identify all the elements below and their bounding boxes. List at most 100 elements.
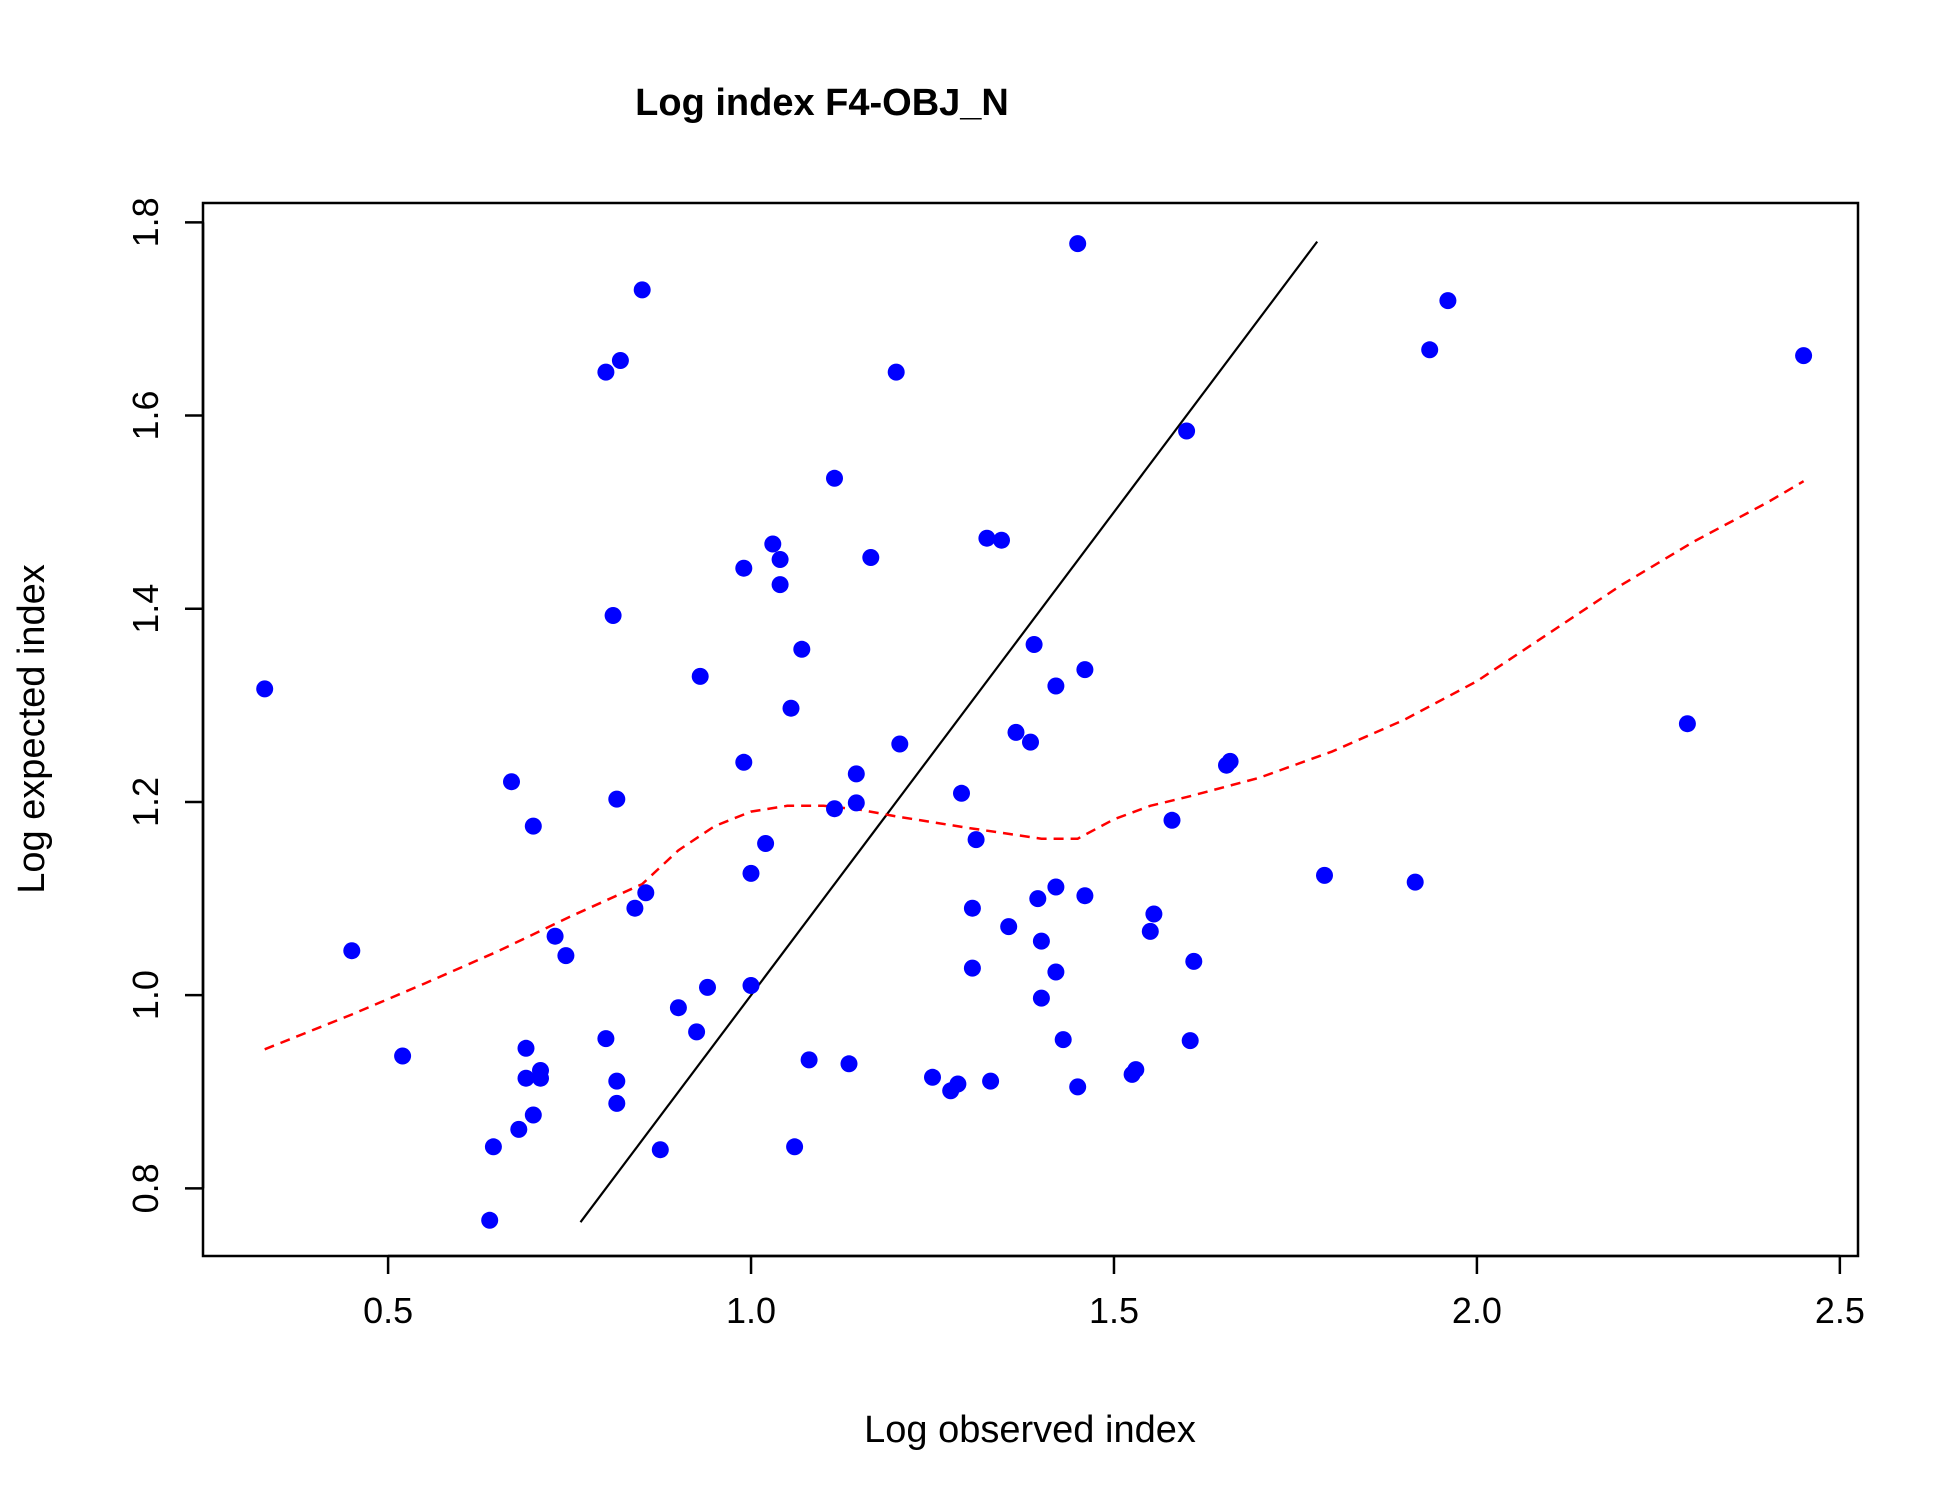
x-axis-label: Log observed index [864, 1409, 1196, 1451]
data-point [924, 1068, 941, 1086]
data-point [764, 535, 782, 553]
data-point [1000, 918, 1018, 936]
data-point [826, 469, 843, 487]
data-point [949, 1075, 967, 1093]
data-point [481, 1211, 499, 1229]
data-point [637, 884, 655, 902]
data-point [651, 1141, 669, 1159]
data-point [503, 773, 520, 791]
data-point [891, 735, 909, 753]
data-point [1076, 887, 1094, 905]
data-point [669, 999, 687, 1017]
data-point [963, 899, 981, 917]
data-point [840, 1055, 858, 1073]
data-point [557, 947, 575, 965]
data-point [1141, 922, 1159, 940]
data-point [1069, 235, 1087, 253]
data-point [688, 1023, 706, 1041]
plot-frame [201, 201, 1860, 1258]
data-point [1406, 873, 1424, 891]
data-point [800, 1051, 818, 1069]
data-point [1047, 963, 1065, 981]
y-tick-label: 0.8 [125, 1163, 166, 1213]
data-point [1421, 341, 1439, 359]
data-point [1163, 811, 1181, 829]
data-point [597, 1030, 615, 1048]
data-point [1439, 292, 1457, 310]
data-point [608, 1094, 626, 1112]
data-point [1181, 1032, 1199, 1050]
data-point [793, 640, 811, 658]
x-axis: 0.5 1.0 1.5 2.0 2.5 [363, 1254, 1865, 1331]
data-point [1007, 723, 1025, 741]
data-point [1047, 878, 1065, 896]
data-point [1032, 932, 1050, 950]
y-axis: 0.8 1.0 1.2 1.4 1.6 1.8 [125, 197, 205, 1213]
data-point [782, 699, 800, 717]
data-point [982, 1072, 1000, 1090]
data-point [735, 559, 753, 577]
plot-lines [264, 240, 1805, 1223]
data-point [626, 899, 644, 917]
chart-title: Log index F4-OBJ_N [635, 82, 1009, 124]
x-tick-label: 2.0 [1452, 1290, 1502, 1331]
data-point [993, 531, 1010, 549]
data-point [1185, 952, 1203, 970]
data-point [1069, 1078, 1087, 1096]
data-point [978, 529, 996, 547]
data-point [608, 790, 626, 808]
data-point [256, 680, 274, 698]
data-point [343, 942, 361, 960]
data-point [847, 765, 865, 783]
y-tick-label: 1.8 [125, 197, 166, 247]
y-tick-label: 1.0 [125, 970, 166, 1020]
data-point [1145, 905, 1163, 923]
smooth-trend-line [264, 480, 1805, 1051]
data-point [517, 1069, 535, 1087]
data-point [597, 363, 615, 381]
data-point [862, 549, 880, 566]
data-points [256, 235, 1813, 1229]
identity-line [579, 240, 1319, 1223]
y-tick-label: 1.4 [125, 584, 166, 634]
data-point [771, 551, 789, 568]
data-point [546, 927, 564, 945]
data-point [633, 281, 651, 299]
data-point [757, 835, 775, 852]
data-point [699, 978, 716, 996]
data-point [611, 352, 629, 369]
x-tick-label: 1.5 [1089, 1290, 1139, 1331]
data-point [510, 1120, 528, 1138]
data-point [967, 831, 985, 849]
data-point [1054, 1031, 1072, 1049]
data-point [1178, 422, 1196, 440]
data-point [847, 794, 865, 812]
data-point [742, 977, 760, 994]
data-point [394, 1047, 412, 1065]
data-point [771, 576, 789, 594]
data-point [604, 607, 622, 624]
data-point [1022, 733, 1039, 751]
data-point [517, 1039, 535, 1057]
data-point [963, 959, 981, 977]
data-point [1032, 989, 1050, 1007]
data-point [484, 1138, 502, 1156]
data-point [786, 1138, 804, 1156]
data-point [742, 864, 760, 882]
data-point [1795, 347, 1813, 365]
data-point [1047, 677, 1065, 695]
data-point [691, 667, 709, 685]
data-point [1678, 715, 1696, 733]
data-point [1316, 866, 1333, 884]
data-point [953, 784, 970, 802]
x-tick-label: 2.5 [1815, 1290, 1865, 1331]
data-point [735, 753, 753, 771]
data-point [524, 817, 542, 835]
y-tick-label: 1.2 [125, 777, 166, 827]
data-point [1076, 661, 1094, 679]
data-point [1029, 890, 1047, 908]
data-point [1127, 1061, 1145, 1079]
y-axis-label: Log expected index [11, 564, 53, 894]
data-point [1221, 752, 1239, 770]
